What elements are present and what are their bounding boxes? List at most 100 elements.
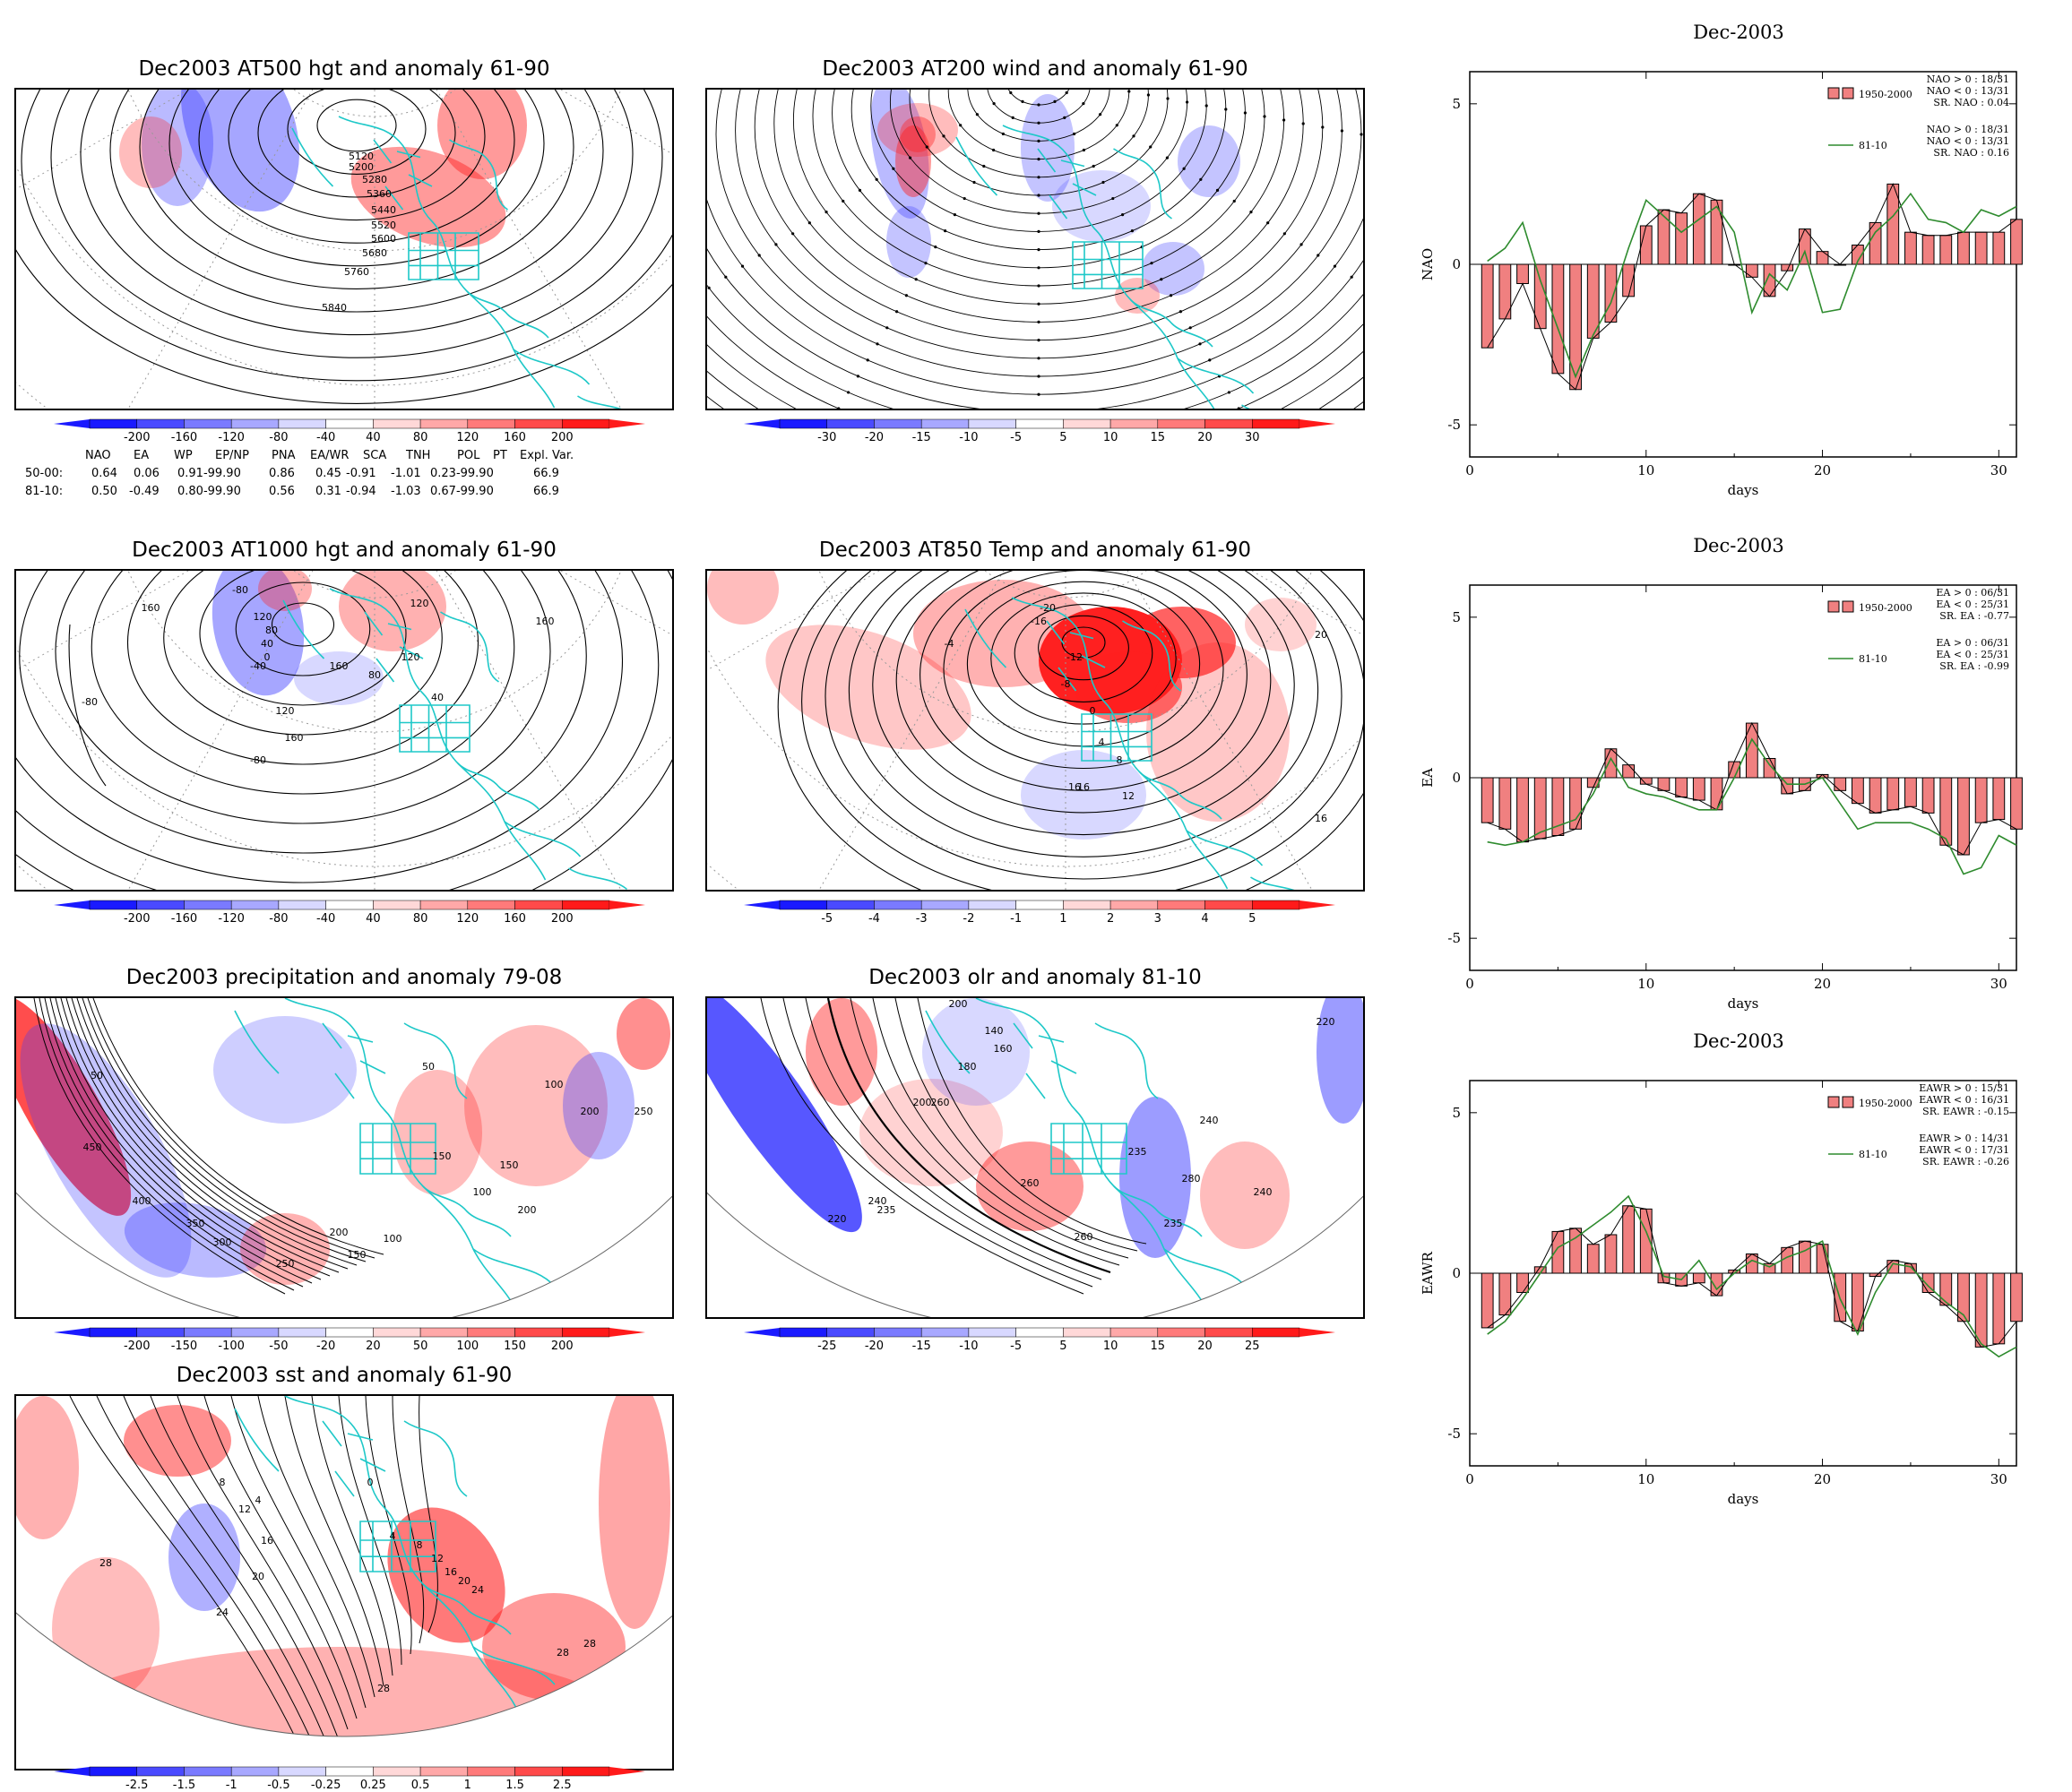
colorbar-swatch (136, 1327, 185, 1338)
contour-label: 450 (83, 1142, 102, 1153)
streamline-arrow (1340, 129, 1343, 133)
anomaly-shading (599, 1396, 670, 1629)
table-cell: -1.03 (391, 485, 421, 498)
contour-line (163, 571, 443, 736)
contour-line (392, 1396, 425, 1644)
anomaly-shading (1075, 651, 1182, 723)
streamline-arrow (1053, 99, 1057, 103)
legend-bar-swatch (1842, 87, 1854, 99)
anomaly-shading (350, 146, 506, 248)
colorbar-tick-label: -0.5 (267, 1779, 289, 1792)
coastline-segment (1113, 1185, 1203, 1237)
colorbar-swatch (1063, 418, 1111, 429)
anomaly-shading (1178, 125, 1240, 197)
map-sst: 28 24 20 16 12 8 4 0 4 8 12 16 20 24 28 28 28 (14, 1394, 674, 1770)
streamline-arrow (1073, 132, 1076, 136)
y-tick-label: 5 (1452, 609, 1461, 625)
bar (1904, 777, 1917, 807)
contour-line (21, 90, 672, 382)
colorbar-tick-label: -25 (817, 1340, 836, 1353)
table-header-pt: PT (493, 449, 507, 462)
streamline-arrow (1317, 254, 1320, 257)
table-cell: -0.49 (129, 485, 160, 498)
bar (1569, 263, 1582, 391)
table-cell: 0.31 (315, 485, 341, 498)
colorbar-swatch (325, 900, 374, 910)
colorbar-swatch (467, 1766, 515, 1777)
contour-label: 240 (1200, 1115, 1219, 1126)
contour-line (44, 998, 304, 1288)
anomaly-shading (119, 116, 182, 188)
bar (1763, 758, 1776, 779)
series-line-81-10 (1487, 1194, 2017, 1358)
contour-label: 160 (994, 1043, 1013, 1055)
streamline-arrow (1092, 164, 1095, 168)
colorbar-tick-label: -5 (1010, 431, 1022, 444)
table-cell: 0.67-99.90 (430, 485, 494, 498)
streamline-arrow (858, 188, 862, 192)
colorbar-tick-label: 200 (551, 1340, 574, 1353)
colorbar-swatch (1063, 1327, 1111, 1338)
contour-label: 0 (1090, 705, 1096, 717)
coastline-segment (291, 127, 334, 187)
contour-label: 140 (985, 1025, 1004, 1037)
contour-line (943, 571, 1224, 770)
contour-label: 300 (213, 1236, 232, 1248)
colorbar-swatch (920, 1327, 970, 1338)
contour-label: 0 (264, 651, 271, 663)
streamline-arrow (975, 113, 980, 116)
x-tick-label: 30 (1990, 462, 2007, 478)
streamline-arrow (1188, 326, 1192, 330)
streamline-arrow (1150, 262, 1153, 265)
bar (1957, 777, 1970, 856)
contour-label: 8 (220, 1477, 226, 1488)
contour-label: 50 (422, 1061, 435, 1073)
colorbar-arrow-right (1299, 1328, 1335, 1337)
coastline-segment (1046, 620, 1106, 692)
streamline-arrow (959, 124, 963, 127)
contour-label: -12 (1066, 651, 1083, 663)
contour-line (39, 998, 295, 1291)
bar (1639, 777, 1653, 785)
longitude-gridline (707, 571, 881, 671)
table-header-explvar: Expl. Var. (520, 449, 574, 462)
colorbar-swatch (1252, 418, 1300, 429)
streamline-arrow (866, 358, 869, 362)
bar (1639, 225, 1653, 265)
colorbar-tick-label: -20 (865, 1340, 884, 1353)
longitude-gridline (436, 571, 622, 890)
contour-label: 50 (91, 1070, 103, 1081)
anomaly-shading (900, 116, 936, 152)
bar (1481, 263, 1494, 349)
bar (1675, 212, 1688, 265)
colorbar-swatch (1015, 1327, 1064, 1338)
streamline-arrow (1146, 93, 1150, 97)
colorbar-swatch (230, 418, 280, 429)
anomaly-shading (707, 571, 779, 625)
streamline-arrow (876, 342, 879, 346)
ts-chart-eawr: 5 0 -5 0 10 20 30 days EAWR 1950-2000 EAWR > 0 : 1… (1420, 1080, 2023, 1507)
colorbar-tick-label: 40 (366, 912, 381, 926)
contour-label: 200 (949, 998, 968, 1010)
longitude-gridline (1127, 571, 1313, 890)
contour-label: 8 (417, 1539, 423, 1551)
legend-stat: EAWR > 0 : 14/31 (1919, 1133, 2009, 1144)
colorbar-swatch (779, 418, 827, 429)
coastline (964, 597, 1295, 890)
colorbar-swatch (1252, 1327, 1300, 1338)
streamline-arrow (1037, 158, 1040, 161)
colorbar-swatch (826, 900, 875, 910)
legend-stat: NAO < 0 : 13/31 (1927, 85, 2009, 97)
coastline-segment (322, 1420, 386, 1497)
anomaly-shading (870, 90, 929, 219)
colorbar-tick-label: -200 (124, 1340, 151, 1353)
colorbar-swatch (514, 418, 563, 429)
streamline-arrow (1301, 122, 1305, 125)
contour-line (127, 571, 479, 765)
bar (1816, 251, 1829, 265)
table-cell: 0.50 (91, 485, 117, 498)
colorbar-swatch (920, 900, 970, 910)
colorbar-tick-label: 2.5 (553, 1779, 572, 1792)
y-axis-label: EAWR (1420, 1251, 1436, 1295)
ts-chart-ea: 5 0 -5 0 10 20 30 days EA 1950-2000 EA > 0 : 06/31… (1420, 584, 2023, 1012)
